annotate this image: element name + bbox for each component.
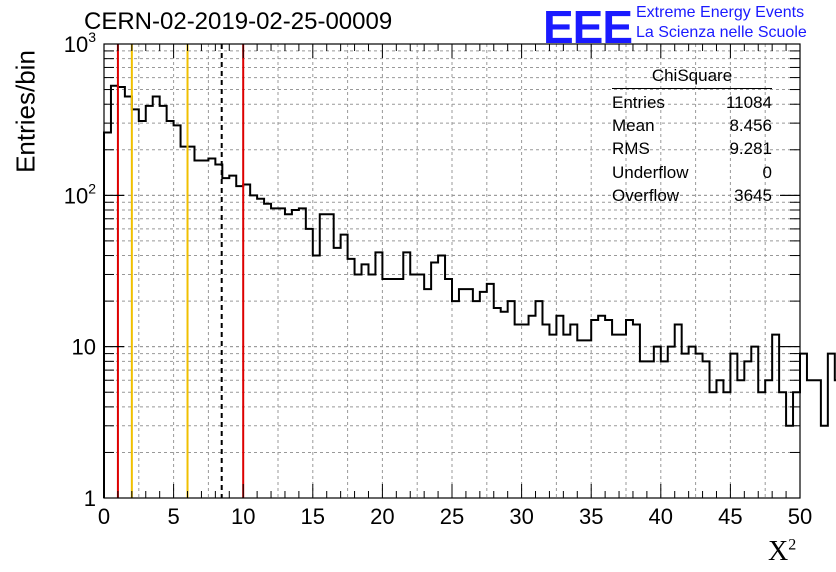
x-tick-label: 15: [301, 504, 325, 529]
x-tick-label: 10: [231, 504, 255, 529]
histogram-series: [103, 84, 836, 498]
x-axis-label-base: X: [768, 536, 789, 567]
x-tick-label: 35: [579, 504, 603, 529]
stats-label: Entries: [612, 93, 665, 112]
logo-subtitle-line2: La Scienza nelle Scuole: [636, 24, 807, 41]
stats-value: 11084: [725, 93, 772, 112]
x-axis-label-exponent: 2: [788, 536, 797, 554]
stats-row-mean: Mean 8.456: [612, 114, 772, 137]
stats-box: ChiSquare Entries 11084 Mean 8.456 RMS 9…: [612, 66, 772, 207]
x-tick-label: 30: [509, 504, 533, 529]
y-tick-label: 10: [72, 335, 96, 360]
stats-label: Mean: [612, 116, 655, 136]
stats-value: 0: [762, 162, 772, 182]
stats-value: 9.281: [729, 139, 772, 159]
stats-label: Underflow: [612, 162, 689, 182]
logo-subtitle-line1: Extreme Energy Events: [636, 4, 805, 21]
stats-value: 8.456: [729, 116, 772, 136]
x-tick-label: 45: [718, 504, 742, 529]
stats-value: 3645: [734, 185, 772, 205]
stats-label: RMS: [612, 139, 650, 159]
stats-row-entries: Entries 11084: [612, 91, 772, 114]
y-tick-label: 102: [64, 180, 96, 208]
stats-row-underflow: Underflow 0: [612, 161, 772, 184]
stats-title: ChiSquare: [612, 66, 772, 89]
x-tick-label: 5: [167, 504, 179, 529]
x-axis-label: X2: [768, 536, 796, 568]
stats-row-rms: RMS 9.281: [612, 137, 772, 160]
x-tick-label: 0: [98, 504, 110, 529]
stats-label: Overflow: [612, 185, 680, 205]
x-tick-label: 20: [370, 504, 394, 529]
y-tick-label: 1: [84, 486, 96, 511]
x-tick-label: 50: [788, 504, 812, 529]
stats-row-overflow: Overflow 3645: [612, 184, 772, 207]
y-tick-label: 103: [64, 29, 96, 57]
x-tick-label: 40: [649, 504, 673, 529]
chart-title: CERN-02-2019-02-25-00009: [84, 8, 393, 35]
x-tick-label: 25: [440, 504, 464, 529]
